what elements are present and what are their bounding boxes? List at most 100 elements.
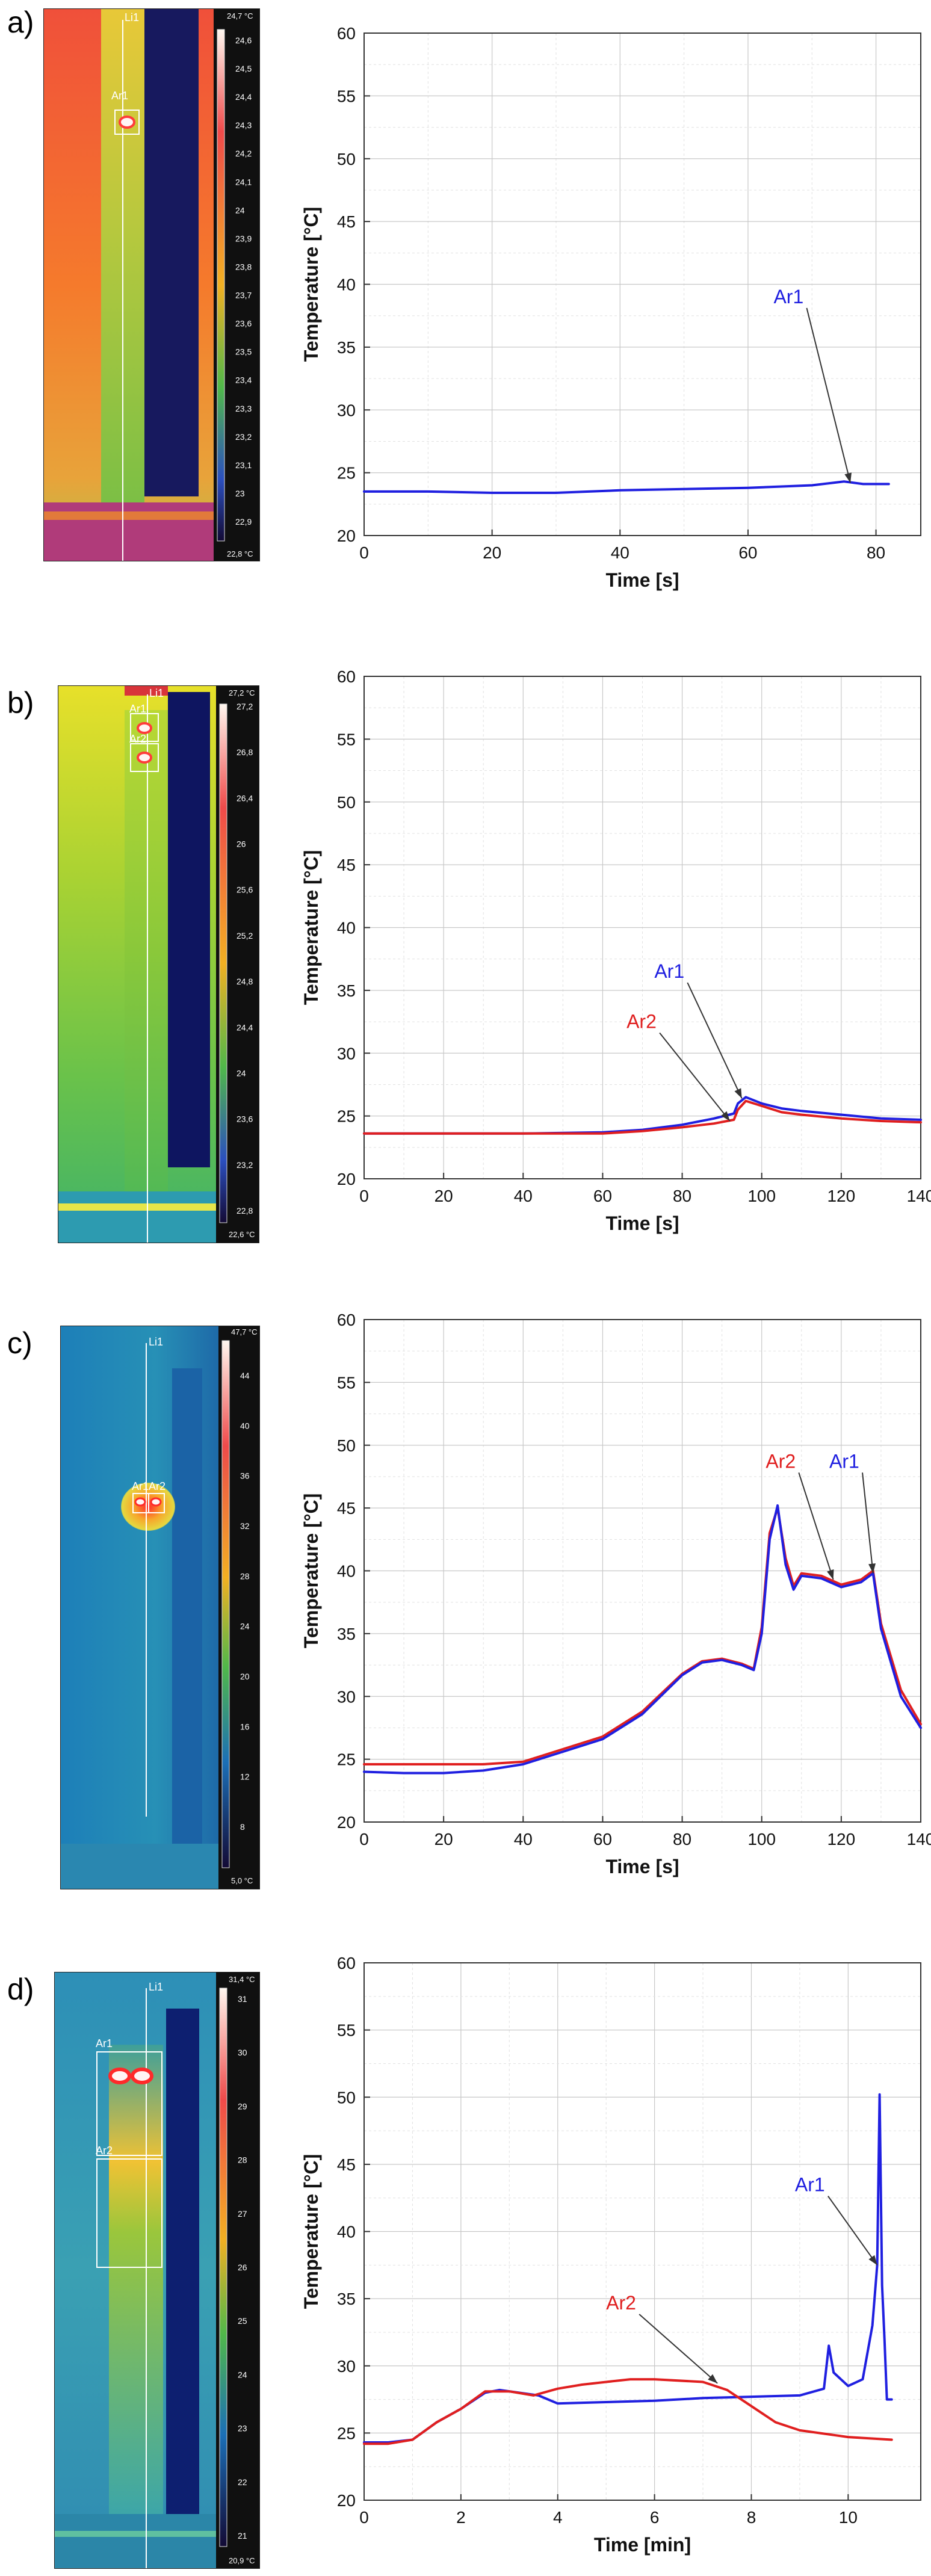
area-ar1 bbox=[96, 2051, 162, 2156]
y-tick-label: 50 bbox=[337, 1436, 356, 1455]
annotation-label-ar1: Ar1 bbox=[654, 960, 684, 982]
line-label: Li1 bbox=[149, 1336, 163, 1348]
thermal-floor bbox=[55, 2514, 216, 2568]
thermal-floor bbox=[44, 502, 214, 561]
annotation-arrowhead bbox=[868, 1563, 876, 1574]
scale-tick-label: 12 bbox=[240, 1772, 250, 1782]
y-tick-label: 55 bbox=[337, 730, 356, 749]
y-tick-label: 30 bbox=[337, 2357, 356, 2376]
annotation-label-ar1: Ar1 bbox=[773, 286, 803, 307]
x-tick-label: 10 bbox=[839, 2508, 858, 2527]
x-tick-label: 80 bbox=[673, 1830, 691, 1849]
thermal-column bbox=[109, 2045, 163, 2514]
chart-c: 0 20 40 60 80 100 120 140 20 25 30 35 40 45 50 55 60 Time… bbox=[271, 1286, 931, 1930]
y-axis-label: Temperature [°C] bbox=[300, 2154, 322, 2309]
scale-tick-label: 26 bbox=[237, 839, 246, 849]
scale-tick-label: 16 bbox=[240, 1722, 250, 1731]
scale-tick-label: 25,2 bbox=[237, 931, 253, 941]
scale-tick-label: 26,4 bbox=[237, 793, 253, 803]
annotation-arrow-line bbox=[639, 2314, 718, 2384]
thermal-image: Li1 Ar1 Ar2 31,4 °C 20,9 °C 31 30 29 28 27 26… bbox=[54, 1972, 260, 2569]
y-tick-label: 35 bbox=[337, 1625, 356, 1643]
y-tick-label: 20 bbox=[337, 1170, 356, 1188]
area-label-ar1: Ar1 bbox=[129, 703, 146, 715]
scale-tick-label: 25,6 bbox=[237, 885, 253, 895]
area-ar2 bbox=[96, 2158, 162, 2268]
area-label-ar2: Ar2 bbox=[149, 1480, 165, 1492]
y-tick-label: 30 bbox=[337, 401, 356, 419]
thermal-shadow bbox=[166, 2009, 199, 2514]
scale-tick-label: 23,7 bbox=[235, 291, 252, 300]
y-tick-label: 30 bbox=[337, 1044, 356, 1063]
x-axis-label: Time [s] bbox=[605, 569, 679, 591]
scale-tick-label: 20 bbox=[240, 1672, 250, 1681]
x-tick-label: 80 bbox=[673, 1187, 691, 1205]
thermal-floor-strip bbox=[55, 2531, 216, 2537]
scale-tick-label: 23,5 bbox=[235, 347, 252, 357]
scale-tick-labels: 44 40 36 32 28 24 20 16 12 8 bbox=[240, 1371, 250, 1832]
thermal-floor bbox=[61, 1844, 218, 1889]
x-tick-label: 20 bbox=[435, 1830, 453, 1849]
scale-min: 22,8 °C bbox=[227, 549, 253, 558]
y-tick-label: 20 bbox=[337, 527, 356, 545]
thermal-floor bbox=[58, 1191, 216, 1243]
scale-tick-label: 24 bbox=[235, 205, 245, 215]
y-tick-label: 50 bbox=[337, 793, 356, 812]
x-tick-label: 6 bbox=[650, 2508, 660, 2527]
annotation-label-ar1: Ar1 bbox=[795, 2174, 825, 2196]
y-tick-label: 60 bbox=[337, 667, 356, 686]
x-tick-label: 0 bbox=[359, 1830, 369, 1849]
scale-tick-label: 24 bbox=[237, 1068, 246, 1078]
area-label-ar1: Ar1 bbox=[111, 90, 128, 102]
scale-tick-label: 23,6 bbox=[237, 1114, 253, 1124]
hotspot bbox=[119, 116, 135, 129]
series-line-ar2 bbox=[363, 2378, 893, 2445]
scale-tick-label: 23,2 bbox=[237, 1160, 253, 1170]
thermal-shadow bbox=[168, 692, 210, 1167]
x-tick-label: 4 bbox=[553, 2508, 563, 2527]
series-line-ar1 bbox=[363, 1504, 922, 1774]
panel-label: a) bbox=[7, 5, 34, 39]
scale-tick-label: 27,2 bbox=[237, 702, 253, 711]
scale-tick-label: 22 bbox=[238, 2477, 247, 2487]
scale-tick-label: 40 bbox=[240, 1421, 250, 1430]
y-tick-label: 50 bbox=[337, 150, 356, 168]
y-tick-label: 45 bbox=[337, 2155, 356, 2174]
scale-tick-labels: 24,6 24,5 24,4 24,3 24,2 24,1 24 23,9 23,8 23,7 23… bbox=[235, 36, 252, 527]
hotspot bbox=[131, 2068, 153, 2084]
scale-tick-label: 23,2 bbox=[235, 432, 252, 442]
thermal-shadow bbox=[172, 1368, 202, 1844]
annotation-label-ar2: Ar2 bbox=[626, 1011, 657, 1033]
x-tick-label: 140 bbox=[907, 1187, 931, 1205]
scale-tick-label: 31 bbox=[238, 1994, 247, 2004]
annotation-arrow-line bbox=[687, 982, 743, 1099]
x-tick-label: 0 bbox=[359, 2508, 369, 2527]
annotation-arrow-line bbox=[862, 1472, 874, 1574]
x-tick-label: 100 bbox=[747, 1187, 776, 1205]
panel-c: c) Li1 Ar1 bbox=[0, 1286, 931, 1930]
y-tick-label: 25 bbox=[337, 1107, 356, 1126]
scale-tick-label: 24,5 bbox=[235, 64, 252, 73]
scale-min: 5,0 °C bbox=[231, 1876, 253, 1885]
x-tick-label: 40 bbox=[514, 1830, 533, 1849]
scale-tick-label: 27 bbox=[238, 2209, 247, 2219]
scale-tick-label: 23,3 bbox=[235, 404, 252, 413]
scale-tick-label: 24 bbox=[240, 1622, 250, 1631]
series-line-ar1 bbox=[363, 480, 890, 494]
y-tick-label: 20 bbox=[337, 1813, 356, 1832]
thermal-floor-strip bbox=[58, 1203, 216, 1211]
panel-d: d) Li1 Ar bbox=[0, 1930, 931, 2573]
scale-tick-labels: 27,2 26,8 26,4 26 25,6 25,2 24,8 24,4 24 23,6 23,2… bbox=[237, 702, 253, 1215]
scale-tick-label: 28 bbox=[238, 2155, 247, 2165]
y-tick-label: 40 bbox=[337, 919, 356, 937]
x-axis-label: Time [s] bbox=[605, 1212, 679, 1234]
scale-min: 20,9 °C bbox=[229, 2556, 255, 2565]
x-tick-label: 20 bbox=[435, 1187, 453, 1205]
scale-tick-label: 21 bbox=[238, 2531, 247, 2540]
x-tick-label: 140 bbox=[907, 1830, 931, 1849]
scale-tick-label: 24,3 bbox=[235, 120, 252, 130]
area-ar1 bbox=[130, 713, 159, 742]
hotspot bbox=[137, 752, 152, 764]
annotation-label-ar1: Ar1 bbox=[829, 1450, 859, 1472]
scale-tick-label: 23,6 bbox=[235, 319, 252, 329]
